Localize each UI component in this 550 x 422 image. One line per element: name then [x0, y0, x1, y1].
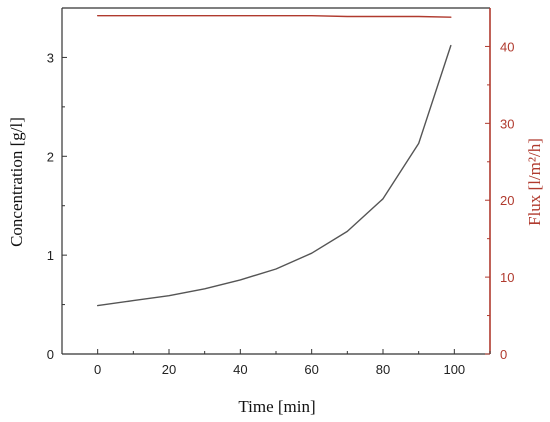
- y-axis-left-title: Concentration [g/l]: [7, 117, 26, 247]
- y-axis-left-ticks: 0 1 2 3: [47, 50, 67, 362]
- x-tick-label: 80: [376, 362, 390, 377]
- y-axis-right-title: Flux [l/m²/h]: [525, 138, 544, 226]
- x-tick-label: 60: [304, 362, 318, 377]
- x-tick-label: 40: [233, 362, 247, 377]
- x-tick-label: 100: [443, 362, 465, 377]
- y-tick-label: 3: [47, 50, 54, 65]
- y2-tick-label: 0: [500, 347, 507, 362]
- y2-tick-label: 40: [500, 39, 514, 54]
- x-axis-ticks: 0 20 40 60 80 100: [61, 349, 491, 377]
- series-layer: [96, 14, 452, 307]
- x-axis-title: Time [min]: [238, 397, 315, 416]
- y2-tick-label: 30: [500, 116, 514, 131]
- y-tick-label: 2: [47, 149, 54, 164]
- series-line-flux: [96, 14, 452, 18]
- y2-tick-label: 10: [500, 270, 514, 285]
- y-tick-label: 0: [47, 347, 54, 362]
- y-axis-right-ticks: 0 10 20 30 40: [485, 39, 514, 362]
- x-tick-label: 0: [94, 362, 101, 377]
- y2-tick-label: 20: [500, 193, 514, 208]
- y-tick-label: 1: [47, 248, 54, 263]
- series-line-concentration: [96, 44, 452, 307]
- x-tick-label: 20: [162, 362, 176, 377]
